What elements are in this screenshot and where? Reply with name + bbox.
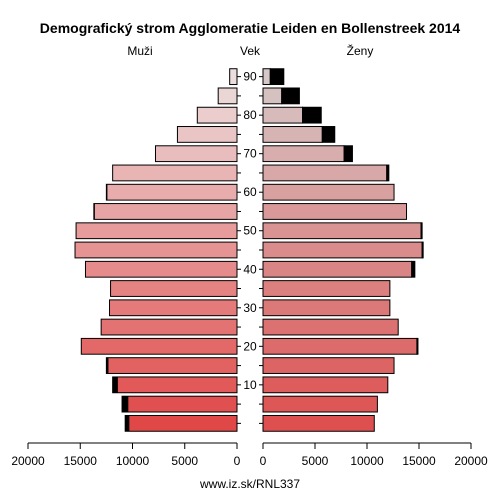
age-tick-label-70: 70	[243, 147, 257, 161]
female-bar-80-84	[262, 106, 304, 124]
male-excess-60-64	[106, 184, 108, 201]
female-bar-10-14	[262, 376, 389, 394]
left-axis-label: Muži	[127, 44, 152, 58]
left-x-tick-label-15000: 15000	[64, 454, 98, 468]
male-bar-80-84	[196, 106, 238, 124]
male-bar-40-44	[84, 260, 238, 278]
female-bar-30-34	[262, 299, 391, 317]
male-bar-75-79	[176, 126, 238, 143]
female-excess-70-74	[343, 145, 353, 163]
age-tick-label-30: 30	[243, 301, 257, 315]
male-bar-35-39	[110, 280, 238, 297]
footer-source: www.iz.sk/RNL337	[199, 477, 300, 491]
female-excess-40-44	[411, 260, 416, 278]
female-bar-0-4	[262, 414, 375, 432]
male-bar-30-34	[109, 299, 238, 317]
right-x-tick-label-5000: 5000	[302, 454, 329, 468]
male-bar-5-9	[121, 395, 238, 413]
female-excess-20-24	[416, 337, 419, 355]
female-excess-80-84	[302, 106, 322, 124]
age-tick-label-40: 40	[243, 262, 257, 276]
bars-layer	[74, 68, 424, 432]
female-excess-90+	[269, 68, 285, 86]
male-excess-0-4	[125, 415, 130, 432]
age-tick-label-60: 60	[243, 185, 257, 199]
male-bar-20-24	[80, 337, 238, 355]
male-bar-25-29	[100, 318, 238, 336]
female-bar-35-39	[262, 280, 391, 297]
female-bar-45-49	[262, 241, 423, 259]
left-x-tick-label-20000: 20000	[11, 454, 45, 468]
age-tick-label-20: 20	[243, 339, 257, 353]
right-x-tick-label-15000: 15000	[402, 454, 436, 468]
female-bar-5-9	[262, 395, 378, 413]
female-bar-20-24	[262, 337, 418, 355]
right-axis-label: Ženy	[347, 43, 374, 58]
male-excess-15-19	[106, 357, 109, 374]
left-x-tick-label-0: 0	[234, 454, 241, 468]
male-bar-90+	[229, 68, 238, 86]
age-tick-label-10: 10	[243, 378, 257, 392]
female-bar-55-59	[262, 203, 408, 220]
left-x-tick-label-5000: 5000	[171, 454, 198, 468]
female-bar-85-89	[262, 87, 283, 105]
female-bar-90+	[262, 68, 271, 86]
right-x-tick-label-0: 0	[260, 454, 267, 468]
right-x-tick-label-20000: 20000	[454, 454, 488, 468]
male-excess-55-59	[93, 203, 95, 220]
male-bar-85-89	[217, 87, 238, 105]
chart-title: Demografický strom Agglomeratie Leiden e…	[40, 20, 461, 36]
male-bar-10-14	[112, 376, 238, 394]
female-excess-50-54	[420, 222, 423, 240]
female-excess-85-89	[281, 87, 300, 105]
female-bar-70-74	[262, 145, 345, 163]
female-bar-25-29	[262, 318, 399, 336]
male-bar-60-64	[105, 183, 238, 201]
male-excess-5-9	[122, 396, 129, 413]
female-bar-75-79	[262, 126, 323, 143]
male-bar-15-19	[105, 357, 238, 374]
age-tick-label-50: 50	[243, 224, 257, 238]
male-bar-50-54	[75, 222, 238, 240]
female-excess-45-49	[421, 241, 424, 259]
age-tick-label-80: 80	[243, 108, 257, 122]
male-bar-0-4	[124, 414, 238, 432]
right-x-tick-label-10000: 10000	[350, 454, 384, 468]
center-axis-label: Vek	[240, 44, 261, 58]
female-bar-15-19	[262, 357, 395, 374]
female-bar-50-54	[262, 222, 422, 240]
female-excess-65-69	[386, 164, 390, 182]
left-x-tick-label-10000: 10000	[116, 454, 150, 468]
age-tick-label-90: 90	[243, 70, 257, 84]
male-excess-10-14	[112, 376, 118, 393]
female-excess-75-79	[321, 126, 336, 143]
female-bar-40-44	[262, 260, 413, 278]
male-bar-70-74	[154, 145, 238, 163]
male-bar-55-59	[93, 203, 238, 220]
female-bar-60-64	[262, 183, 395, 201]
male-bar-65-69	[112, 164, 238, 182]
male-bar-45-49	[74, 241, 238, 259]
female-bar-65-69	[262, 164, 388, 182]
axes-layer: 20000 15000 10000 5000 0 0 5000 10000 15000 20000…	[11, 70, 488, 468]
